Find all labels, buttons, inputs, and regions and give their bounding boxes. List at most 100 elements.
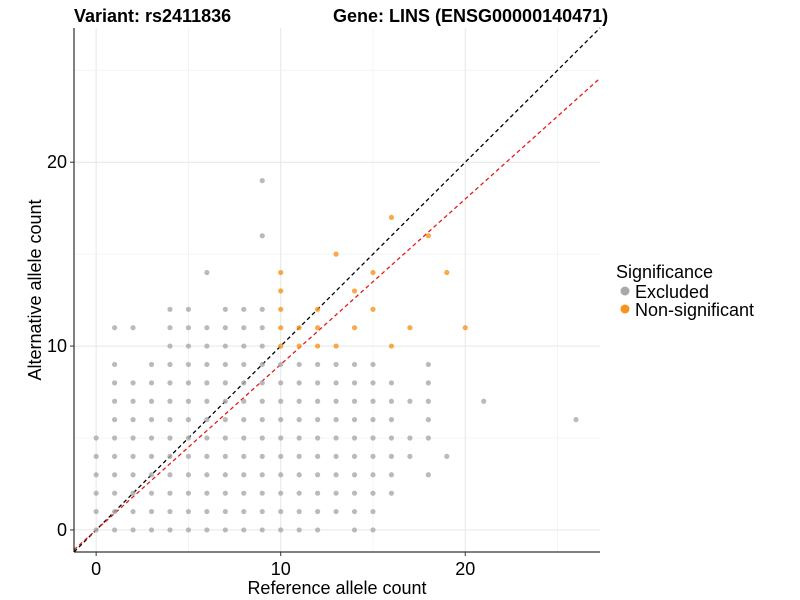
- data-point-excluded: [185, 325, 192, 331]
- data-point-excluded: [241, 490, 247, 496]
- data-point-excluded: [185, 490, 192, 496]
- data-point-excluded: [222, 527, 228, 533]
- data-point-excluded: [167, 325, 173, 331]
- data-point-excluded: [259, 380, 265, 386]
- legend: Significance Excluded Non-significant: [616, 262, 754, 320]
- data-point-excluded: [370, 453, 376, 459]
- data-point-excluded: [167, 472, 173, 478]
- data-point-excluded: [148, 527, 155, 533]
- data-point-excluded: [351, 527, 358, 533]
- data-point-excluded: [278, 472, 284, 478]
- data-point-excluded: [388, 398, 395, 404]
- data-point-excluded: [222, 453, 228, 459]
- data-point-excluded: [241, 508, 247, 515]
- data-point-excluded: [351, 490, 358, 496]
- data-point-excluded: [370, 490, 376, 496]
- data-point-excluded: [425, 361, 431, 368]
- data-point-excluded: [444, 453, 450, 459]
- data-point-excluded: [222, 306, 228, 312]
- data-point-excluded: [222, 398, 228, 404]
- data-point-excluded: [204, 490, 210, 496]
- data-point-excluded: [333, 417, 339, 423]
- data-point-excluded: [222, 325, 228, 331]
- data-point-excluded: [351, 398, 358, 404]
- data-point-excluded: [259, 233, 265, 239]
- data-point-excluded: [351, 453, 358, 459]
- data-point-excluded: [148, 472, 155, 478]
- data-point-non-significant: [407, 325, 413, 331]
- data-point-excluded: [167, 361, 173, 368]
- data-point-excluded: [278, 508, 284, 515]
- data-point-excluded: [315, 490, 321, 496]
- data-point-excluded: [112, 435, 118, 441]
- data-point-non-significant: [388, 343, 395, 349]
- data-point-excluded: [333, 380, 339, 386]
- data-point-excluded: [148, 508, 155, 515]
- data-point-excluded: [296, 435, 302, 441]
- data-point-excluded: [315, 453, 321, 459]
- data-point-excluded: [333, 472, 339, 478]
- data-point-non-significant: [296, 325, 302, 331]
- y-tick-label: 20: [47, 152, 67, 172]
- data-point-non-significant: [444, 269, 450, 276]
- data-points: [93, 178, 579, 533]
- data-point-non-significant: [351, 288, 358, 294]
- data-point-excluded: [370, 435, 376, 441]
- data-point-excluded: [185, 472, 192, 478]
- data-point-excluded: [296, 361, 302, 368]
- data-point-excluded: [204, 472, 210, 478]
- data-point-excluded: [351, 380, 358, 386]
- data-point-excluded: [167, 435, 173, 441]
- data-point-non-significant: [388, 214, 395, 220]
- data-point-excluded: [185, 380, 192, 386]
- data-point-non-significant: [278, 325, 284, 331]
- data-point-excluded: [185, 306, 192, 312]
- data-point-excluded: [93, 453, 99, 459]
- data-point-excluded: [222, 417, 228, 423]
- data-point-excluded: [148, 398, 155, 404]
- reference-line-identity: [73, 27, 601, 553]
- data-point-excluded: [241, 453, 247, 459]
- data-point-non-significant: [462, 325, 468, 331]
- data-point-excluded: [315, 472, 321, 478]
- data-point-excluded: [130, 435, 136, 441]
- data-point-excluded: [388, 490, 395, 496]
- data-point-excluded: [222, 361, 228, 368]
- data-point-excluded: [425, 472, 431, 478]
- data-point-excluded: [296, 417, 302, 423]
- data-point-excluded: [296, 508, 302, 515]
- x-tick-label: 20: [455, 559, 475, 579]
- data-point-excluded: [185, 435, 192, 441]
- data-point-excluded: [167, 453, 173, 459]
- data-point-excluded: [278, 490, 284, 496]
- data-point-excluded: [93, 490, 99, 496]
- data-point-excluded: [388, 417, 395, 423]
- data-point-excluded: [112, 490, 118, 496]
- data-point-excluded: [241, 527, 247, 533]
- data-point-excluded: [407, 435, 413, 441]
- data-point-excluded: [315, 508, 321, 515]
- data-point-excluded: [407, 398, 413, 404]
- data-point-excluded: [296, 380, 302, 386]
- data-point-excluded: [315, 417, 321, 423]
- data-point-excluded: [315, 527, 321, 533]
- data-point-excluded: [278, 435, 284, 441]
- data-point-excluded: [167, 398, 173, 404]
- data-point-excluded: [112, 508, 118, 515]
- y-axis-label: Alternative allele count: [25, 199, 45, 380]
- data-point-excluded: [388, 453, 395, 459]
- data-point-excluded: [130, 508, 136, 515]
- data-point-excluded: [351, 508, 358, 515]
- data-point-excluded: [259, 325, 265, 331]
- data-point-excluded: [278, 380, 284, 386]
- data-point-excluded: [241, 343, 247, 349]
- data-point-excluded: [204, 398, 210, 404]
- data-point-excluded: [241, 306, 247, 312]
- data-point-excluded: [388, 472, 395, 478]
- data-point-excluded: [370, 361, 376, 368]
- data-point-excluded: [204, 508, 210, 515]
- data-point-excluded: [148, 361, 155, 368]
- data-point-excluded: [167, 380, 173, 386]
- data-point-non-significant: [425, 233, 431, 239]
